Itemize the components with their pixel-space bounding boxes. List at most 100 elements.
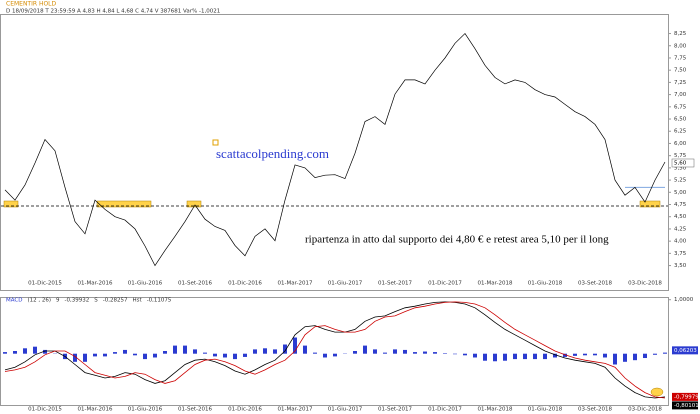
- macd-header: -0,11075: [147, 298, 172, 304]
- y-tick-label: 5,75: [674, 153, 687, 159]
- y-tick-label: 7,75: [674, 55, 687, 61]
- x-tick-label: 01-Giu-2017: [328, 281, 363, 287]
- histogram-bar: [593, 353, 597, 356]
- highlight: [650, 387, 664, 397]
- histogram-bar: [163, 351, 167, 354]
- histogram-bar: [653, 353, 657, 355]
- histogram-bar: [113, 352, 117, 354]
- chart-title: CEMENTIR HOLD: [6, 1, 57, 8]
- watermark: scattacolpending.com: [216, 146, 329, 161]
- x-tick-label: 01-Dic-2017: [428, 407, 462, 413]
- y-tick-label: 7,00: [674, 92, 687, 98]
- x-tick-label: 01-Dic-2015: [28, 281, 62, 287]
- histogram-bar: [333, 353, 337, 357]
- last-value-label: 5,60: [674, 160, 687, 166]
- histogram-bar: [363, 345, 367, 354]
- histogram-bar: [183, 345, 187, 354]
- value-marker: [672, 346, 698, 355]
- histogram-bar: [223, 353, 227, 358]
- histogram-bar: [373, 349, 377, 354]
- x-tick-label: 01-Dic-2015: [28, 407, 62, 413]
- histogram-bar: [573, 353, 577, 356]
- histogram-bar: [353, 351, 357, 354]
- x-tick-label: 01-Set-2016: [178, 407, 212, 413]
- macd-header: Hst: [133, 298, 143, 304]
- histogram-bar: [533, 353, 537, 360]
- x-tick-label: 01-Mar-2017: [278, 407, 313, 413]
- last-value-box: [671, 158, 695, 168]
- macd-header: -0,28257: [103, 298, 128, 304]
- macd-header: 9: [56, 298, 60, 304]
- y-tick-label: 4,25: [674, 226, 687, 232]
- histogram-bar: [233, 353, 237, 360]
- support-zones: [3, 200, 664, 397]
- histogram-bar: [273, 349, 277, 354]
- price-panel: [0, 14, 669, 291]
- x-tick-label: 01-Mar-2017: [278, 281, 313, 287]
- histogram-bar: [3, 352, 7, 354]
- x-tick-label: 01-Giu-2016: [128, 407, 163, 413]
- value-marker-label: -0,80101: [674, 403, 699, 409]
- histogram-bar: [503, 353, 507, 361]
- support-zone: [3, 200, 19, 208]
- x-tick-label: 03-Dic-2018: [628, 407, 662, 413]
- histogram-bar: [143, 353, 147, 360]
- histogram-bar: [663, 352, 667, 354]
- histogram-bar: [153, 353, 157, 358]
- chart-subtitle: D 18/09/2018 T 23:59:59 A 4,83 H 4,84 L …: [6, 9, 220, 15]
- histogram-bar: [33, 346, 37, 354]
- histogram-bar: [433, 352, 437, 354]
- macd-header: -0,39932: [65, 298, 90, 304]
- macd-header: MACD: [6, 298, 23, 304]
- histogram-bar: [623, 353, 627, 362]
- histogram-bar: [193, 349, 197, 354]
- macd-panel: [0, 297, 669, 406]
- annotation: ripartenza in atto dal supporto dei 4,80…: [305, 234, 609, 246]
- y-tick-label: 8,25: [674, 31, 687, 37]
- histogram-bar: [643, 353, 647, 359]
- x-tick-label: 01-Giu-2018: [528, 281, 563, 287]
- histogram-bar: [633, 353, 637, 361]
- histogram-bar: [283, 344, 287, 354]
- histogram-bar: [123, 349, 127, 354]
- histogram-bar: [303, 345, 307, 354]
- macd-line: [4, 301, 666, 399]
- x-tick-label: 03-Set-2018: [578, 407, 612, 413]
- histogram-bar: [243, 353, 247, 357]
- histogram-bar: [563, 353, 567, 357]
- x-tick-label: 01-Dic-2016: [228, 407, 262, 413]
- y-tick-label: 3,50: [674, 263, 687, 269]
- support-zone: [639, 200, 661, 208]
- y-tick-label: 6,00: [674, 141, 687, 147]
- histogram-bar: [413, 352, 417, 354]
- y-tick-label: 5,25: [674, 178, 687, 184]
- y-tick-label: 7,50: [674, 68, 687, 74]
- marker-square: [212, 139, 219, 146]
- price-line: [4, 32, 666, 267]
- support-zone: [96, 200, 152, 208]
- histogram-bar: [423, 351, 427, 354]
- histogram-bar: [253, 349, 257, 354]
- x-tick-label: 01-Giu-2016: [128, 281, 163, 287]
- histogram-bar: [323, 353, 327, 358]
- x-tick-label: 03-Dic-2018: [628, 281, 662, 287]
- histogram-bar: [463, 353, 467, 356]
- x-tick-label: 01-Mar-2016: [78, 407, 113, 413]
- value-marker: [672, 401, 698, 410]
- value-marker-label: 0,06203: [674, 348, 697, 354]
- y-tick-label: 6,50: [674, 117, 687, 123]
- y-tick-label: 8,00: [674, 43, 687, 49]
- x-tick-label: 01-Mar-2016: [78, 281, 113, 287]
- value-marker: [672, 392, 698, 401]
- histogram-bar: [543, 353, 547, 360]
- x-tick-label: 01-Set-2017: [378, 407, 412, 413]
- histogram-bar: [313, 352, 317, 354]
- histogram-bar: [603, 353, 607, 358]
- x-tick-label: 01-Mar-2018: [478, 281, 513, 287]
- x-tick-label: 01-Dic-2017: [428, 281, 462, 287]
- histogram-bar: [443, 353, 447, 354]
- value-marker-label: -0,79979: [674, 394, 699, 400]
- histogram-bar: [23, 348, 27, 354]
